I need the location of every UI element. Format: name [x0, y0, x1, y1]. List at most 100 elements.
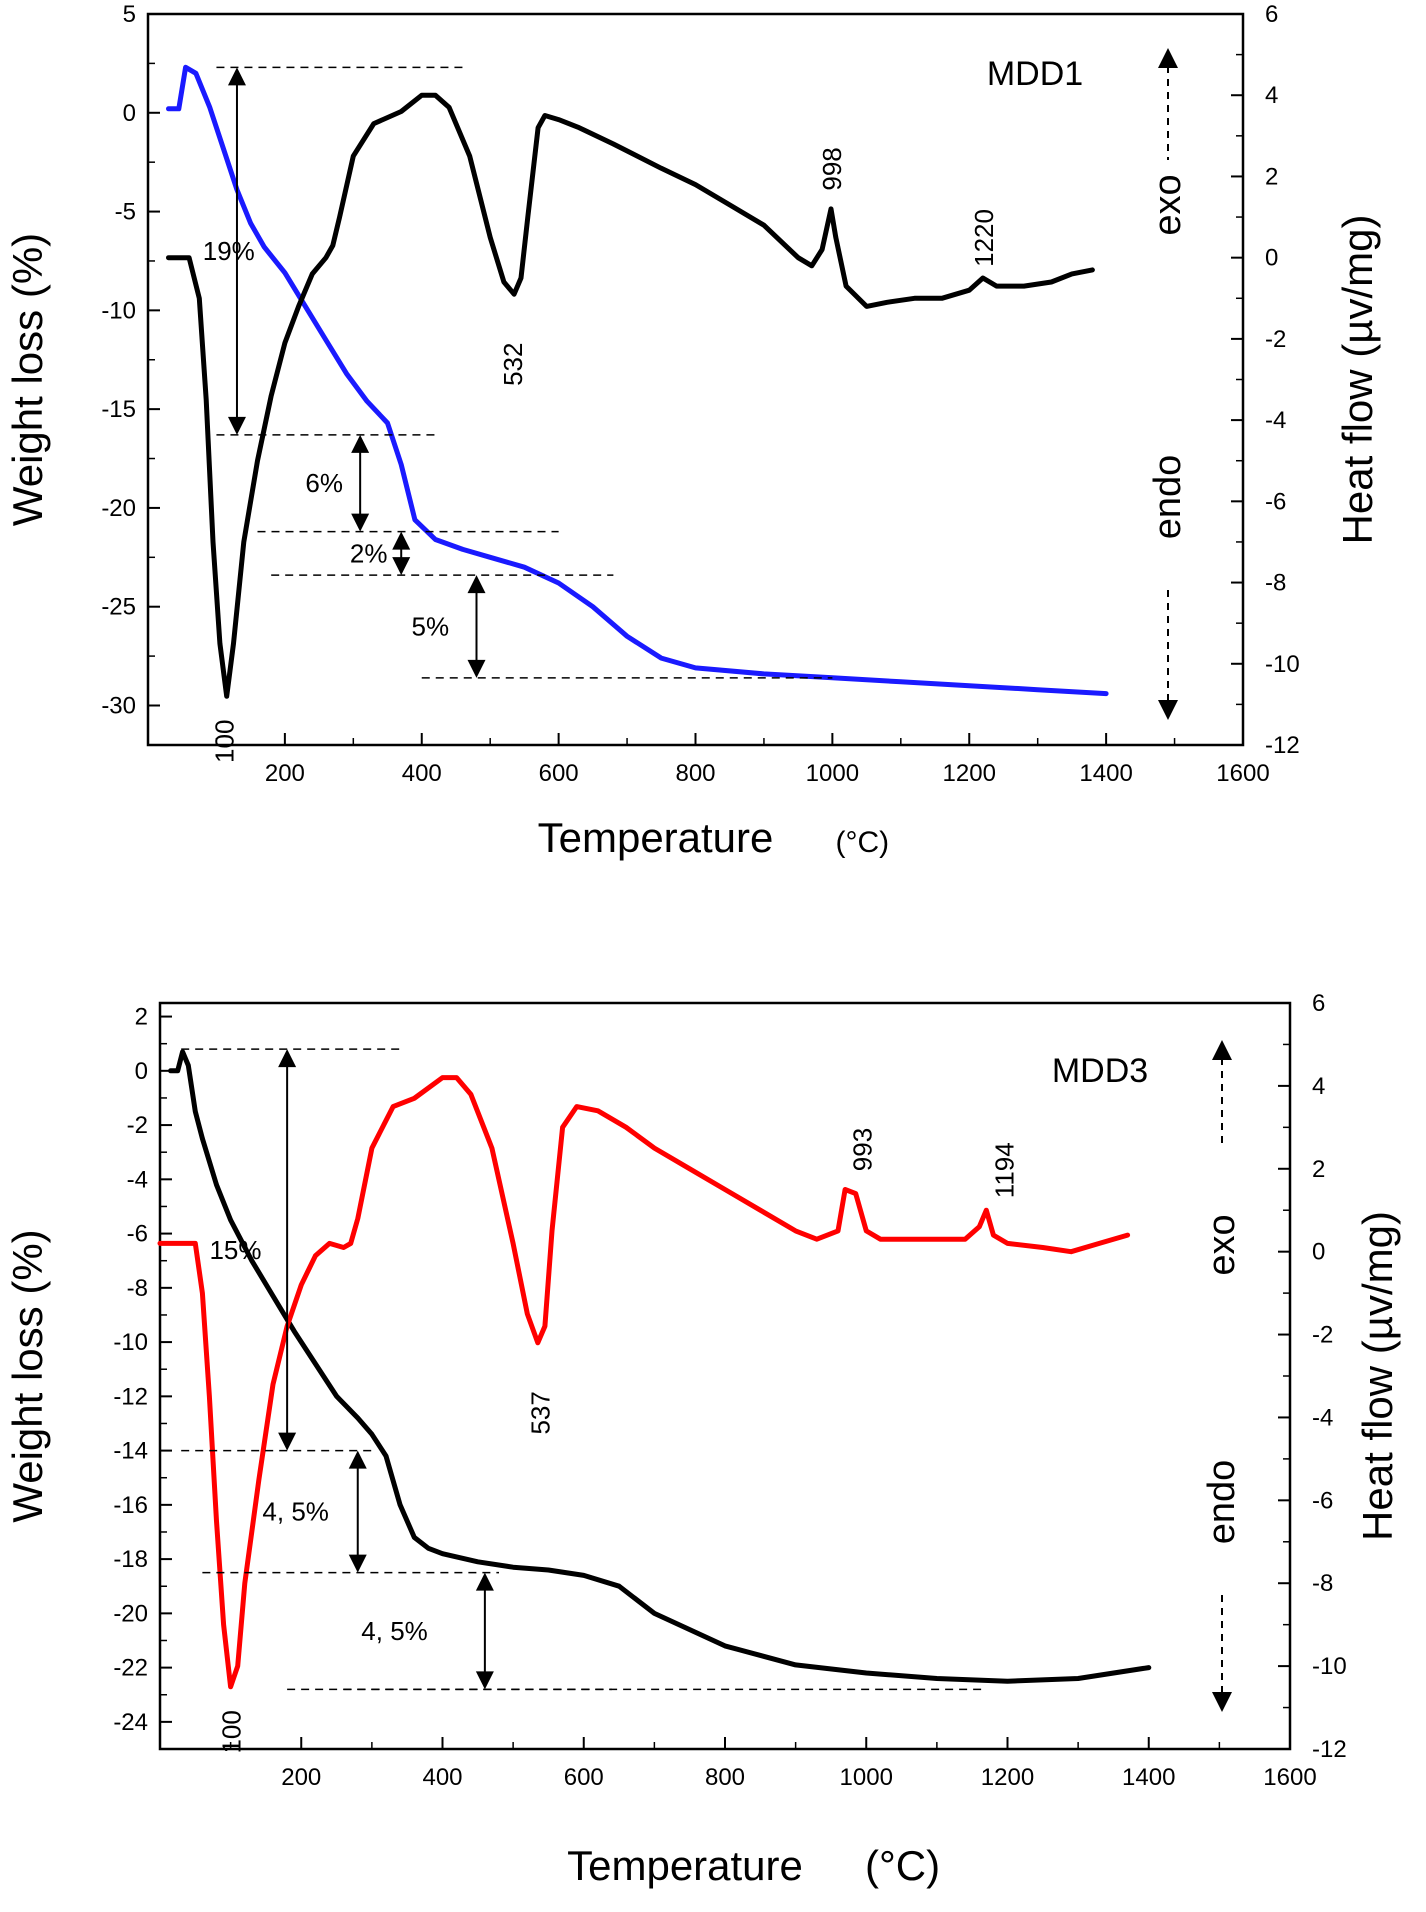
y-tick-label: -30 — [101, 692, 136, 719]
y-tick-label: -25 — [101, 594, 136, 621]
plot-frame — [158, 1001, 1292, 1751]
x-tick-label: 1400 — [1122, 1764, 1175, 1791]
y2-tick-label: 6 — [1312, 990, 1325, 1017]
step-label: 4, 5% — [262, 1497, 329, 1527]
x-tick-label: 800 — [705, 1764, 745, 1791]
y-tick-label: 2 — [135, 1004, 148, 1031]
step-label: 6% — [305, 468, 343, 498]
y2-tick-label: -8 — [1312, 1570, 1333, 1597]
peak-label: 1194 — [989, 1142, 1019, 1198]
x-tick-label: 200 — [281, 1764, 321, 1791]
y2-tick-label: -8 — [1265, 570, 1286, 597]
step-arrow-head-up — [351, 434, 370, 453]
step-arrow-head-down — [351, 513, 370, 532]
step-label: 4, 5% — [361, 1616, 428, 1646]
step-arrow-head-down — [392, 557, 411, 576]
y-tick-label: -5 — [115, 199, 136, 226]
y-tick-label: -10 — [101, 297, 136, 324]
y2-tick-label: -6 — [1312, 1487, 1333, 1514]
exo-label: exo — [1147, 174, 1189, 235]
exo-arrow-head — [1212, 1040, 1232, 1060]
y-tick-label: 0 — [135, 1058, 148, 1085]
heat-flow-series-line — [157, 1075, 1131, 1690]
endo-label: endo — [1201, 1460, 1243, 1545]
y-tick-label: -12 — [113, 1383, 148, 1410]
x-axis-unit: (°C) — [836, 826, 890, 859]
x-tick-label: 1600 — [1263, 1764, 1316, 1791]
y2-tick-label: -12 — [1312, 1736, 1347, 1763]
y2-tick-label: 0 — [1265, 245, 1278, 272]
y-tick-label: 5 — [123, 1, 136, 28]
x-tick-label: 1400 — [1079, 760, 1132, 787]
step-arrow-head-down — [467, 659, 486, 678]
step-label: 15% — [209, 1235, 261, 1265]
y2-tick-label: -4 — [1312, 1404, 1333, 1431]
y2-tick-label: -12 — [1265, 732, 1300, 759]
peak-label: 998 — [817, 147, 847, 190]
y-tick-label: -16 — [113, 1492, 148, 1519]
step-arrow-head-down — [475, 1671, 494, 1690]
y-axis-label: Weight loss (%) — [4, 1229, 51, 1522]
x-tick-label: 1200 — [943, 760, 996, 787]
peak-label: 993 — [847, 1128, 877, 1171]
y2-tick-label: -2 — [1312, 1322, 1333, 1349]
step-arrow-head-up — [467, 575, 486, 594]
y-tick-label: -18 — [113, 1546, 148, 1573]
y-tick-label: -24 — [113, 1709, 148, 1736]
x-tick-label: 1200 — [981, 1764, 1034, 1791]
step-arrow-head-up — [475, 1572, 494, 1591]
x-tick-label: 600 — [564, 1764, 604, 1791]
step-arrow-head-up — [348, 1450, 367, 1469]
weight-loss-series-line — [168, 1049, 1152, 1684]
peak-label: 1220 — [969, 209, 999, 267]
x-tick-label: 400 — [422, 1764, 462, 1791]
y-tick-label: -2 — [127, 1112, 148, 1139]
step-label: 5% — [411, 611, 449, 641]
step-label: 2% — [350, 538, 388, 568]
x-tick-label: 200 — [265, 760, 305, 787]
endo-arrow-head — [1158, 700, 1178, 720]
x-tick-label: 600 — [539, 760, 579, 787]
exo-label: exo — [1201, 1214, 1243, 1275]
y2-tick-label: -10 — [1312, 1653, 1347, 1680]
x-tick-label: 1000 — [840, 1764, 893, 1791]
peak-label: 100 — [217, 1710, 247, 1753]
step-arrow-head-down — [348, 1554, 367, 1573]
peak-label: 532 — [498, 343, 528, 386]
y2-tick-label: 4 — [1265, 82, 1278, 109]
y2-tick-label: 4 — [1312, 1073, 1325, 1100]
x-tick-label: 1000 — [806, 760, 859, 787]
y-tick-label: -8 — [127, 1275, 148, 1302]
step-arrow-head-up — [392, 531, 411, 550]
exo-arrow-head — [1158, 48, 1178, 68]
plot-frame — [146, 12, 1245, 747]
y-tick-label: -20 — [113, 1600, 148, 1627]
x-tick-label: 800 — [675, 760, 715, 787]
x-tick-label: 400 — [402, 760, 442, 787]
y-tick-label: -22 — [113, 1655, 148, 1682]
y-tick-label: -20 — [101, 495, 136, 522]
y2-axis-label: Heat flow (µv/mg) — [1354, 1211, 1401, 1541]
endo-arrow-head — [1212, 1692, 1232, 1712]
y2-tick-label: 0 — [1312, 1239, 1325, 1266]
step-arrow-head-down — [227, 416, 246, 435]
sample-name: MDD3 — [1052, 1052, 1148, 1090]
sample-name: MDD1 — [987, 55, 1083, 93]
endo-label: endo — [1147, 455, 1189, 540]
y2-tick-label: -2 — [1265, 326, 1286, 353]
step-label: 19% — [203, 236, 255, 266]
y2-tick-label: -6 — [1265, 488, 1286, 515]
y-tick-label: -14 — [113, 1438, 148, 1465]
y-tick-label: -15 — [101, 396, 136, 423]
peak-label: 537 — [525, 1391, 555, 1434]
y-tick-label: -4 — [127, 1166, 148, 1193]
y2-tick-label: 2 — [1312, 1156, 1325, 1183]
x-axis-label: Temperature — [567, 1842, 803, 1889]
chart-mdd1: 200 400 600 800 1000 1200 1400 1600 5 0 -5 -10 -15 -2… — [4, 1, 1381, 861]
chart-mdd3: 200 400 600 800 1000 1200 1400 160020-2-4-6-8-1… — [4, 990, 1401, 1889]
heat-flow-series-line — [166, 92, 1095, 699]
x-tick-label: 1600 — [1216, 760, 1269, 787]
x-axis-unit: (°C) — [865, 1842, 940, 1889]
x-axis-label: Temperature — [538, 814, 774, 861]
